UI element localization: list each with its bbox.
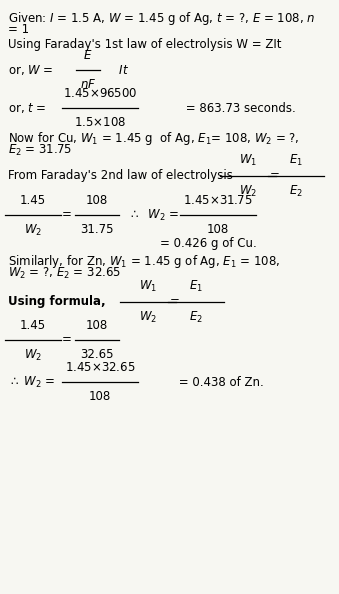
Text: 108: 108: [86, 319, 108, 332]
Text: $\it{E}_1$: $\it{E}_1$: [289, 153, 303, 168]
Text: $\it{W}_2$ = ?, $\it{E}_2$ = 32.65: $\it{W}_2$ = ?, $\it{E}_2$ = 32.65: [8, 266, 121, 281]
Text: 108: 108: [86, 194, 108, 207]
Text: From Faraday's 2nd law of electrolysis: From Faraday's 2nd law of electrolysis: [8, 169, 233, 182]
Text: $\it{E}_1$: $\it{E}_1$: [189, 279, 203, 294]
Text: 1.45$\times$31.75: 1.45$\times$31.75: [183, 194, 253, 207]
Text: Similarly, for Zn, $\it{W}_1$ = 1.45 g of Ag, $\it{E}_1$ = 108,: Similarly, for Zn, $\it{W}_1$ = 1.45 g o…: [8, 253, 280, 270]
Text: 108: 108: [207, 223, 229, 236]
Text: 1.5$\times$108: 1.5$\times$108: [74, 116, 126, 129]
Text: $\it{W}_2$: $\it{W}_2$: [239, 184, 257, 199]
Text: $\it{E}_2$: $\it{E}_2$: [289, 184, 303, 199]
Text: $\therefore$  $\it{W}_2$ =: $\therefore$ $\it{W}_2$ =: [128, 207, 179, 223]
Text: $\it{W}_1$: $\it{W}_1$: [139, 279, 157, 294]
Text: or, $\it{W}$ =: or, $\it{W}$ =: [8, 63, 54, 77]
Text: $\it{W}_2$: $\it{W}_2$: [24, 223, 42, 238]
Text: $\it{It}$: $\it{It}$: [115, 64, 129, 77]
Text: = 0.438 of Zn.: = 0.438 of Zn.: [175, 375, 264, 388]
Text: or, $\it{t}$ =: or, $\it{t}$ =: [8, 101, 46, 115]
Text: Now for Cu, $\it{W}_1$ = 1.45 g  of Ag, $\it{E}_1$= 108, $\it{W}_2$ = ?,: Now for Cu, $\it{W}_1$ = 1.45 g of Ag, $…: [8, 130, 300, 147]
Text: = 863.73 seconds.: = 863.73 seconds.: [182, 102, 296, 115]
Text: 1.45$\times$32.65: 1.45$\times$32.65: [65, 361, 135, 374]
Text: 1.45: 1.45: [20, 194, 46, 207]
Text: $\it{W}_2$: $\it{W}_2$: [24, 348, 42, 363]
Text: 1.45: 1.45: [20, 319, 46, 332]
Text: $\it{E}_2$: $\it{E}_2$: [189, 310, 203, 325]
Text: = 0.426 g of Cu.: = 0.426 g of Cu.: [160, 237, 257, 250]
Text: =: =: [62, 333, 72, 346]
Text: $E$: $E$: [83, 49, 93, 62]
Text: 31.75: 31.75: [80, 223, 114, 236]
Text: = 1: = 1: [8, 23, 29, 36]
Text: Using Faraday's 1st law of electrolysis W = ZIt: Using Faraday's 1st law of electrolysis …: [8, 38, 281, 51]
Text: 1.45$\times$96500: 1.45$\times$96500: [63, 87, 137, 100]
Text: Using formula,: Using formula,: [8, 295, 106, 308]
Text: 108: 108: [89, 390, 111, 403]
Text: $\therefore$ $\it{W}_2$ =: $\therefore$ $\it{W}_2$ =: [8, 374, 55, 390]
Text: $\it{W}_2$: $\it{W}_2$: [139, 310, 157, 325]
Text: =: =: [170, 295, 180, 308]
Text: $nF$: $nF$: [80, 78, 96, 91]
Text: =: =: [62, 208, 72, 222]
Text: 32.65: 32.65: [80, 348, 114, 361]
Text: =: =: [270, 169, 280, 182]
Text: $\it{E}_2$ = 31.75: $\it{E}_2$ = 31.75: [8, 143, 72, 158]
Text: $\it{W}_1$: $\it{W}_1$: [239, 153, 257, 168]
Text: Given: $I$ = 1.5 A, $W$ = 1.45 g of Ag, $t$ = ?, $E$ = 108, $n$: Given: $I$ = 1.5 A, $W$ = 1.45 g of Ag, …: [8, 10, 315, 27]
